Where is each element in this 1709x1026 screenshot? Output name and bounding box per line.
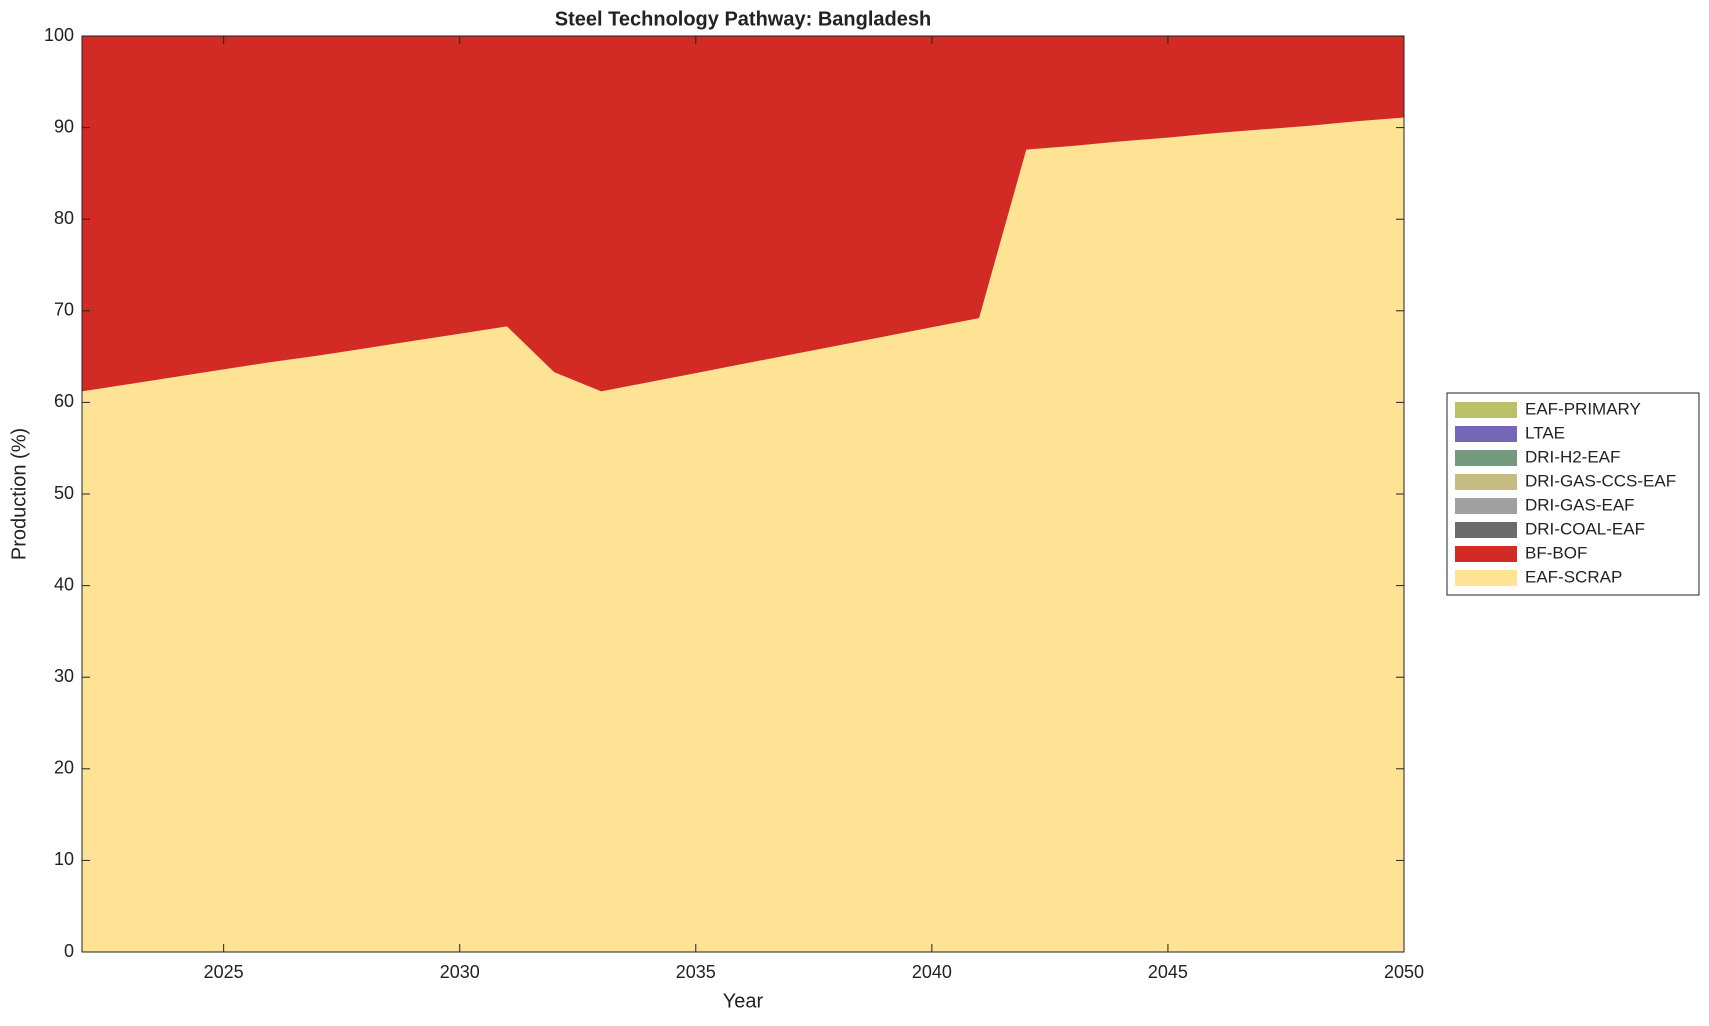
x-tick-label: 2040 — [912, 962, 952, 982]
legend-label: DRI-GAS-EAF — [1525, 495, 1635, 514]
x-tick-label: 2045 — [1148, 962, 1188, 982]
area — [82, 36, 1404, 392]
legend-swatch — [1455, 474, 1517, 490]
legend-label: DRI-COAL-EAF — [1525, 519, 1645, 538]
y-tick-label: 100 — [44, 25, 74, 45]
y-tick-label: 60 — [54, 391, 74, 411]
x-tick-label: 2025 — [204, 962, 244, 982]
legend-swatch — [1455, 546, 1517, 562]
legend-swatch — [1455, 570, 1517, 586]
legend-box — [1446, 392, 1700, 596]
y-tick-label: 40 — [54, 574, 74, 594]
area — [82, 117, 1404, 953]
y-tick-label: 20 — [54, 758, 74, 778]
y-axis-label: Production (%) — [8, 428, 30, 560]
legend-label: EAF-PRIMARY — [1525, 399, 1641, 418]
legend-label: DRI-GAS-CCS-EAF — [1525, 471, 1676, 490]
x-tick-label: 2035 — [676, 962, 716, 982]
legend-swatch — [1455, 450, 1517, 466]
legend-swatch — [1455, 426, 1517, 442]
x-axis-label: Year — [723, 990, 764, 1012]
y-tick-label: 50 — [54, 483, 74, 503]
legend-swatch — [1455, 402, 1517, 418]
x-tick-label: 2050 — [1384, 962, 1424, 982]
y-tick-label: 80 — [54, 208, 74, 228]
legend-swatch — [1455, 498, 1517, 514]
y-tick-label: 10 — [54, 849, 74, 869]
y-tick-label: 0 — [64, 941, 74, 961]
y-tick-label: 90 — [54, 116, 74, 136]
legend-swatch — [1455, 522, 1517, 538]
y-tick-label: 70 — [54, 300, 74, 320]
legend-label: BF-BOF — [1525, 543, 1587, 562]
y-tick-label: 30 — [54, 666, 74, 686]
legend-label: EAF-SCRAP — [1525, 567, 1622, 586]
legend-label: DRI-H2-EAF — [1525, 447, 1620, 466]
x-tick-label: 2030 — [440, 962, 480, 982]
legend-label: LTAE — [1525, 423, 1565, 442]
chart-title: Steel Technology Pathway: Bangladesh — [555, 8, 931, 30]
